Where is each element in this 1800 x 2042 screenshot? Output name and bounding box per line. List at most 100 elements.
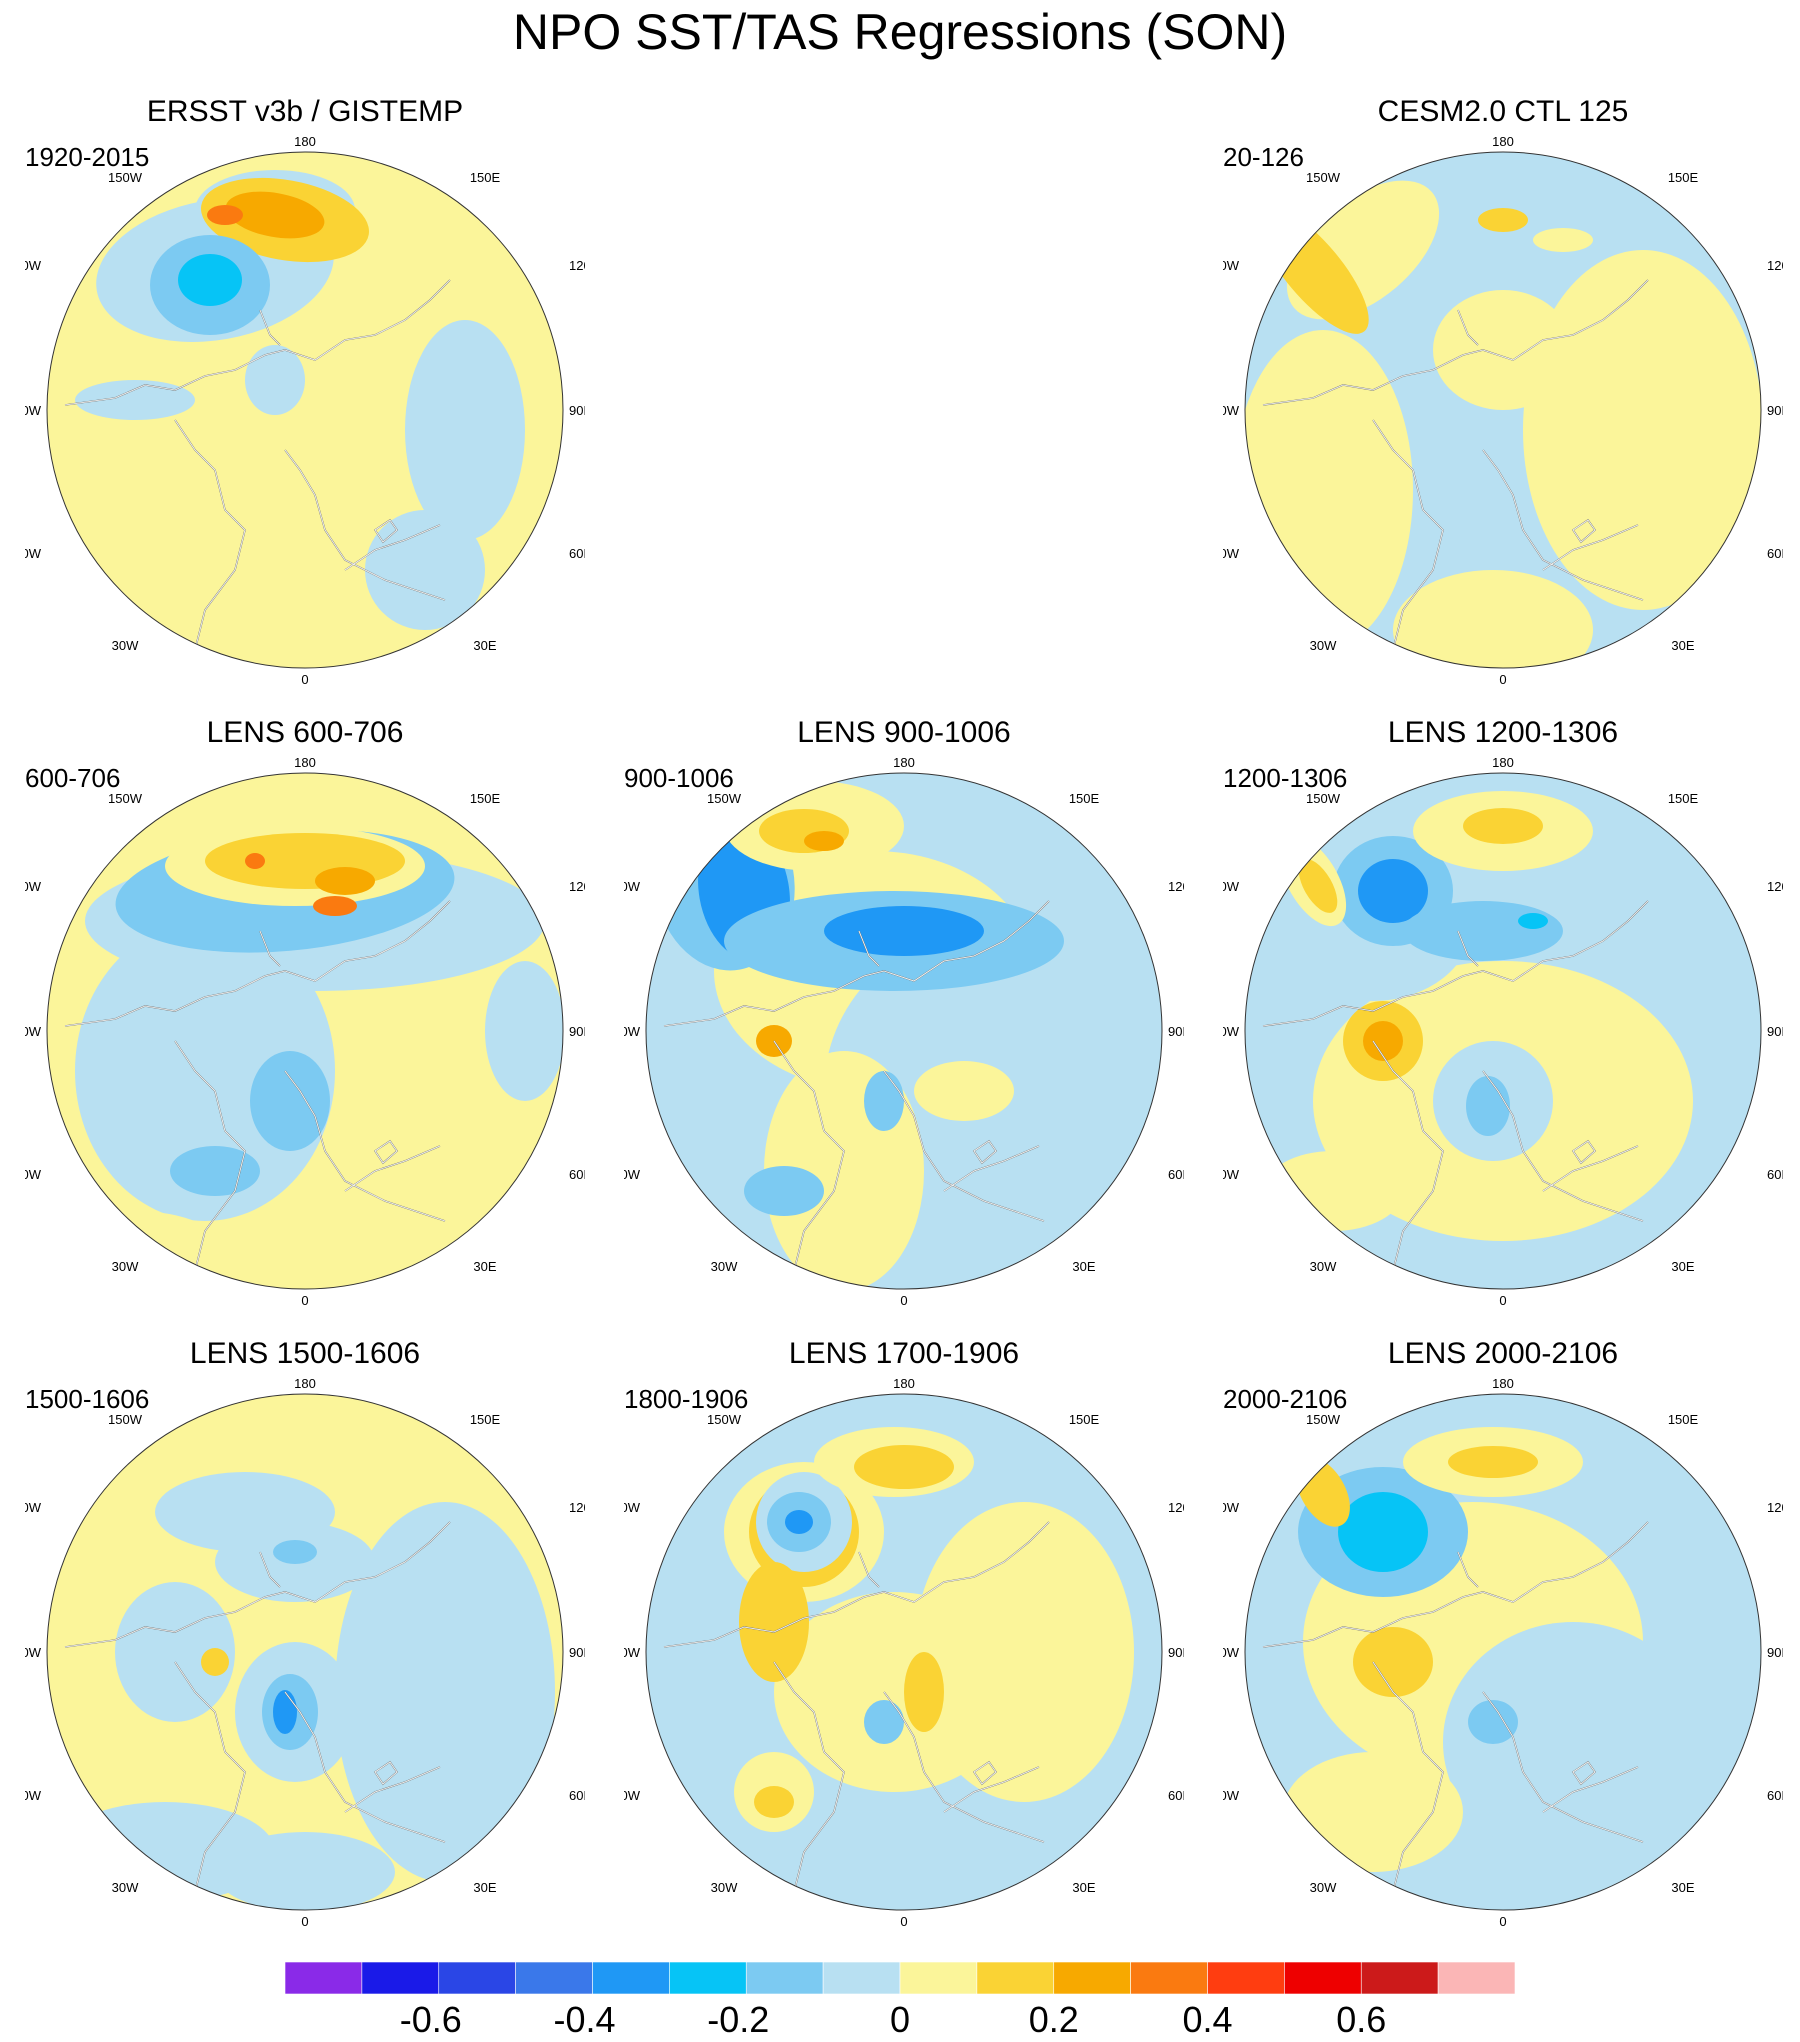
longitude-label: 60E [1767,546,1783,561]
longitude-label: 120E [569,879,585,894]
colorbar-tick-label: -0.6 [399,1999,462,2040]
longitude-label: 120E [1168,1500,1184,1515]
panel-title: LENS 2000-2106 [1387,1337,1619,1370]
contour-region [904,1652,944,1732]
longitude-label: 90E [1767,1024,1783,1039]
contour-region [1523,250,1761,610]
longitude-label: 150W [108,791,143,806]
longitude-label: 60W [25,1167,42,1182]
panel-period: 600-706 [25,763,121,793]
map-border [645,772,1163,1290]
longitude-label: 0 [1499,1914,1506,1929]
coastline-highlight [64,900,451,1272]
longitude-label: 60W [1223,546,1240,561]
contour-region [914,1061,1014,1121]
coastline-highlight [1262,1521,1649,1893]
contour-region [1263,1151,1403,1231]
contour-region [804,831,844,851]
longitude-label: 150W [1306,791,1341,806]
longitude-label: 60W [25,546,42,561]
contour-region [1338,1492,1428,1572]
colorbar-box [745,1962,824,1995]
contour-region [1503,1520,1563,1544]
contour-region [754,1786,794,1818]
longitude-label: 180 [893,755,915,770]
contour-region [205,833,405,889]
colorbar-tick-label: 0 [889,1999,911,2040]
longitude-label: 0 [900,1914,907,1929]
contour-region [739,1562,809,1682]
longitude-label: 60E [1767,1167,1783,1182]
longitude-label: 30E [1072,1259,1095,1274]
longitude-label: 60E [1168,1788,1184,1803]
contour-region [1533,228,1593,252]
longitude-label: 120E [1767,258,1783,273]
colorbar-box [1284,1962,1362,1995]
colorbar-box [438,1962,516,1995]
colorbar-tick-label: 0.6 [1336,1999,1387,2040]
longitude-label: 30W [112,638,139,653]
contour-region [201,1648,229,1676]
regression-field [47,773,563,1289]
contour-region [864,1700,904,1744]
longitude-label: 150W [108,170,143,185]
longitude-label: 120E [569,1500,585,1515]
longitude-label: 150E [1069,791,1100,806]
contour-region [1433,290,1573,410]
map-panel-ersst: ERSST v3b / GISTEMP1920-2015180150W150E1… [25,94,585,694]
colorbar-box [1360,1962,1439,1995]
longitude-label: 60W [1223,1167,1240,1182]
longitude-label: 30E [1671,1259,1694,1274]
contour-region [864,1071,904,1131]
longitude-label: 180 [294,755,316,770]
contour-region [170,1146,260,1196]
longitude-label: 0 [1499,672,1506,687]
longitude-label: 150W [1306,170,1341,185]
colorbar-box [285,1962,363,1995]
map-border [645,1393,1163,1911]
longitude-label: 90E [1168,1024,1184,1039]
longitude-label: 150E [1668,791,1699,806]
longitude-label: 150W [707,1412,742,1427]
longitude-label: 150W [108,1412,143,1427]
longitude-label: 150W [707,791,742,806]
colorbar-box [361,1962,440,1995]
contour-region [273,1540,317,1564]
longitude-label: 120E [1168,879,1184,894]
colorbar-tick-label: 0.2 [1028,1999,1079,2040]
contour-region [207,205,243,225]
contour-region [744,1166,824,1216]
longitude-label: 120E [569,258,585,273]
panel-period: 1500-1606 [25,1384,150,1414]
colorbar-tick-label: -0.4 [553,1999,616,2040]
contour-region [245,345,305,415]
contour-region [1245,330,1413,650]
regression-field [646,773,1162,1289]
longitude-label: 90W [1223,1645,1240,1660]
contour-region [1463,808,1543,844]
longitude-label: 30E [473,638,496,653]
longitude-label: 90E [569,403,585,418]
longitude-label: 0 [301,1914,308,1929]
contour-region [215,1832,395,1910]
longitude-label: 30W [711,1259,738,1274]
panel-period: 900-1006 [624,763,734,793]
regression-field [47,152,563,668]
longitude-label: 150E [470,1412,501,1427]
contour-region [1466,1076,1510,1136]
contour-region [485,961,563,1101]
